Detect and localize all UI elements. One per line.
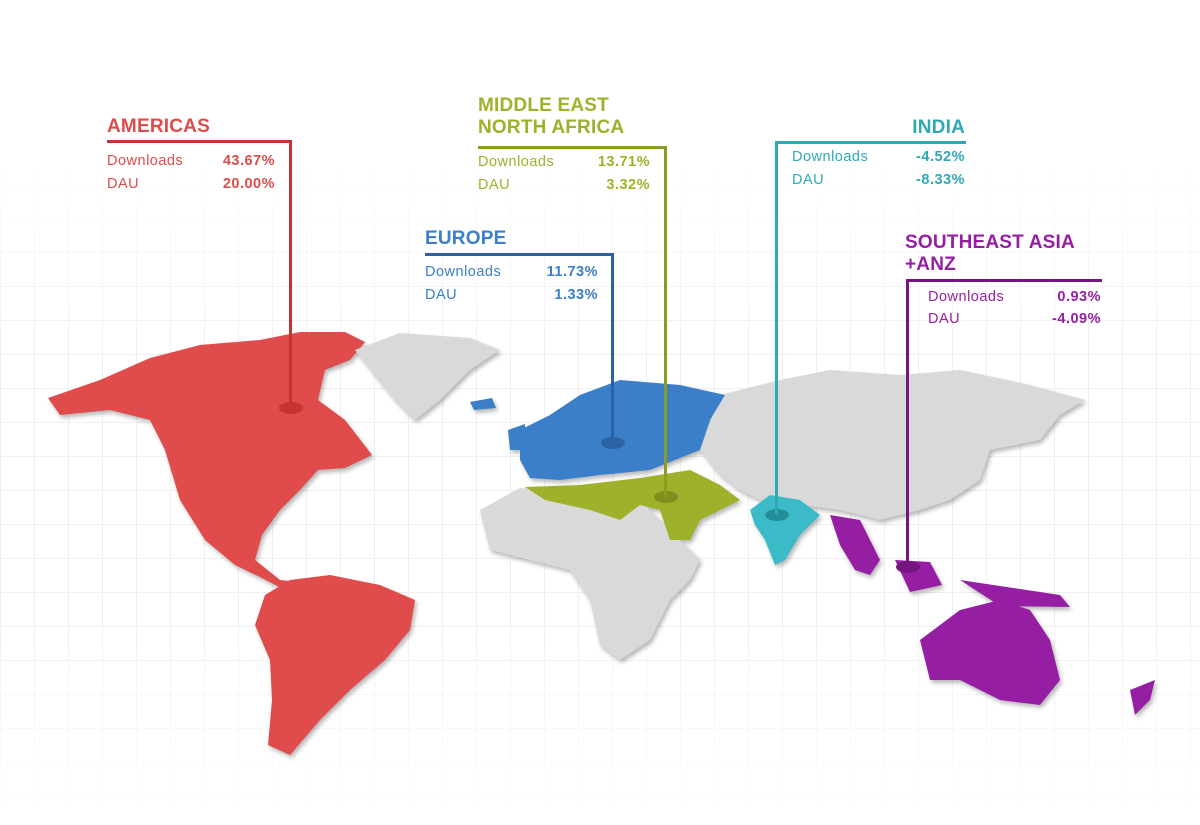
europe-downloads-label: Downloads <box>425 264 502 280</box>
africa-region <box>480 488 700 660</box>
europe-region[interactable] <box>520 380 725 480</box>
mena-title-line2: NORTH AFRICA <box>478 117 625 138</box>
india-title: INDIA <box>912 117 965 138</box>
india-dau-value: -8.33% <box>916 172 965 188</box>
india-downloads-label: Downloads <box>792 149 869 165</box>
india-leader-line-vertical <box>775 141 778 515</box>
mena-dau-label: DAU <box>478 177 511 193</box>
americas-leader-line <box>107 140 292 143</box>
americas-title: AMERICAS <box>107 116 210 137</box>
europe-leader-line <box>425 253 614 256</box>
sea-anz-leader-line-vertical <box>906 279 909 567</box>
india-dau-label: DAU <box>792 172 825 188</box>
europe-downloads-value: 11.73% <box>546 264 598 280</box>
europe-dau-label: DAU <box>425 287 458 303</box>
sea-anz-dau-value: -4.09% <box>1052 311 1101 327</box>
americas-dau-label: DAU <box>107 176 140 192</box>
sea-anz-title-line1: SOUTHEAST ASIA <box>905 232 1075 253</box>
mena-downloads-value: 13.71% <box>597 154 650 170</box>
mena-region[interactable] <box>525 470 740 540</box>
sea-anz-downloads-value: 0.93% <box>1057 289 1101 305</box>
americas-pin <box>279 402 303 414</box>
mena-downloads-label: Downloads <box>478 154 555 170</box>
sea-anz-downloads-label: Downloads <box>928 289 1005 305</box>
europe-pin <box>601 437 625 449</box>
india-leader-line <box>775 141 966 144</box>
india-downloads-value: -4.52% <box>916 149 965 165</box>
sea-anz-dau-label: DAU <box>928 311 961 327</box>
sea-anz-title-line2: +ANZ <box>905 254 956 275</box>
mena-title-line1: MIDDLE EAST <box>478 95 609 116</box>
islands-region[interactable] <box>960 580 1070 607</box>
americas-leader-line-vertical <box>289 140 292 408</box>
asia-region <box>700 370 1085 520</box>
iceland-region[interactable] <box>470 398 496 410</box>
greenland-region <box>355 333 500 420</box>
europe-title: EUROPE <box>425 228 507 249</box>
americas-dau-value: 20.00% <box>222 176 275 192</box>
mena-dau-value: 3.32% <box>606 177 650 193</box>
europe-dau-value: 1.33% <box>554 287 598 303</box>
india-pin <box>765 509 789 521</box>
americas-downloads-value: 43.67% <box>222 153 275 169</box>
mena-leader-line <box>478 146 667 149</box>
mena-pin <box>654 491 678 503</box>
uk-region[interactable] <box>508 424 526 450</box>
sea-anz-leader-line <box>906 279 1102 282</box>
europe-leader-line-vertical <box>611 253 614 443</box>
americas-downloads-label: Downloads <box>107 153 184 169</box>
australia-region[interactable] <box>920 600 1060 705</box>
south-america-region[interactable] <box>255 575 415 755</box>
mena-leader-line-vertical <box>664 146 667 497</box>
new-zealand-region[interactable] <box>1130 680 1155 715</box>
southeast-asia-region[interactable] <box>830 515 880 575</box>
sea-anz-pin <box>896 561 920 573</box>
